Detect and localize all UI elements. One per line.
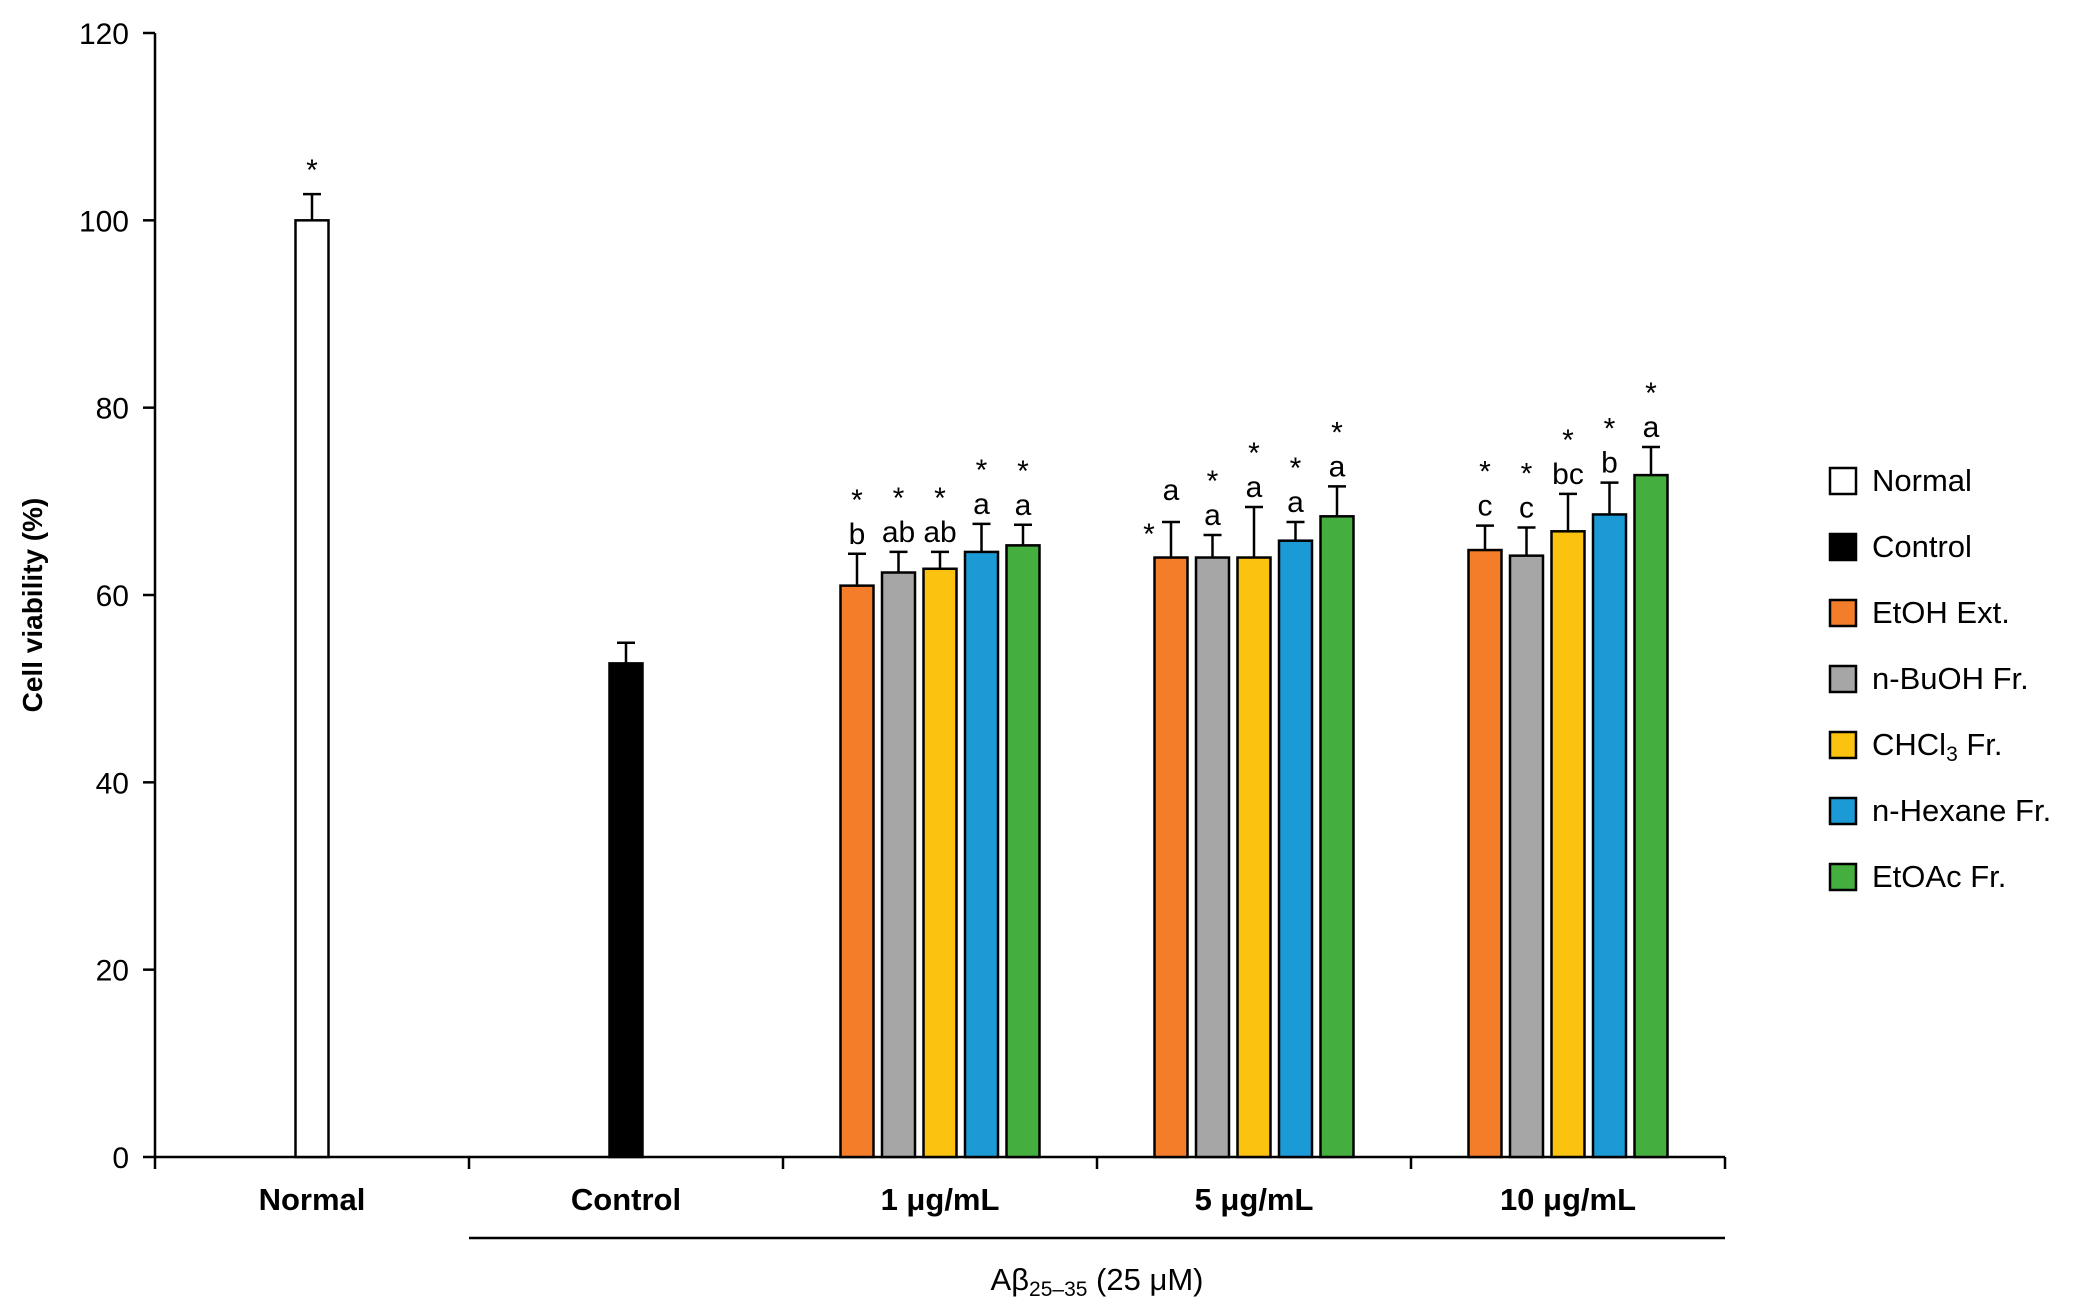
significance-star: * xyxy=(306,154,318,187)
significance-star: * xyxy=(976,454,988,487)
significance-star: * xyxy=(1207,465,1219,498)
legend-swatch xyxy=(1828,466,1858,496)
significance-letter: a xyxy=(1015,489,1032,522)
significance-star: * xyxy=(893,482,905,515)
legend-label: EtOH Ext. xyxy=(1872,595,2010,630)
bar xyxy=(1005,544,1041,1159)
x-tick-label: Control xyxy=(571,1182,681,1217)
bar xyxy=(1550,530,1586,1159)
bar xyxy=(880,571,917,1159)
y-tick-label: 120 xyxy=(79,18,129,51)
significance-star: * xyxy=(1290,452,1302,485)
significance-star: * xyxy=(851,484,863,517)
legend-swatch xyxy=(1828,730,1858,760)
legend-label: EtOAc Fr. xyxy=(1872,859,2006,894)
significance-letter: bc xyxy=(1552,458,1584,491)
x-tick-label: 10 μg/mL xyxy=(1500,1182,1636,1217)
significance-star: * xyxy=(1248,437,1260,470)
significance-star: * xyxy=(1143,518,1155,551)
significance-letter: a xyxy=(1643,411,1660,444)
significance-letter: a xyxy=(1246,471,1263,504)
significance-letter: a xyxy=(973,488,990,521)
bar xyxy=(1591,513,1628,1159)
significance-star: * xyxy=(1017,455,1029,488)
legend-label: Normal xyxy=(1872,463,1972,498)
significance-letter: a xyxy=(1329,450,1346,483)
legend-swatch xyxy=(1828,598,1858,628)
significance-letter: ab xyxy=(923,516,956,549)
x-tick-label: Normal xyxy=(259,1182,366,1217)
x-tick-label: 5 μg/mL xyxy=(1195,1182,1314,1217)
significance-star: * xyxy=(1562,424,1574,457)
significance-star: * xyxy=(934,482,946,515)
significance-letter: ab xyxy=(882,516,915,549)
significance-letter: a xyxy=(1163,474,1180,507)
significance-star: * xyxy=(1331,416,1343,449)
bar xyxy=(1319,515,1355,1159)
significance-letter: b xyxy=(849,518,866,551)
legend-label: CHCl3 Fr. xyxy=(1872,727,2003,766)
bar xyxy=(922,567,958,1159)
legend-swatch xyxy=(1828,796,1858,826)
significance-letter: c xyxy=(1478,490,1493,523)
legend-swatch xyxy=(1828,862,1858,892)
significance-letter: a xyxy=(1204,499,1221,532)
legend-swatch xyxy=(1828,664,1858,694)
significance-letter: c xyxy=(1519,492,1534,525)
bar xyxy=(839,584,875,1159)
bar xyxy=(1508,554,1545,1159)
significance-star: * xyxy=(1521,458,1533,491)
bar xyxy=(1633,473,1669,1159)
group-label: Aβ25–35 (25 μM) xyxy=(991,1262,1204,1301)
x-tick-label: 1 μg/mL xyxy=(881,1182,1000,1217)
bar xyxy=(1236,556,1272,1159)
bar xyxy=(1277,539,1314,1159)
y-tick-label: 80 xyxy=(96,393,129,426)
bar xyxy=(1467,548,1503,1159)
significance-star: * xyxy=(1645,377,1657,410)
bar xyxy=(294,219,330,1159)
legend-swatch xyxy=(1828,532,1858,562)
bar xyxy=(963,550,1000,1159)
y-tick-label: 0 xyxy=(112,1142,129,1175)
legend-label: n-Hexane Fr. xyxy=(1872,793,2051,828)
significance-star: * xyxy=(1604,413,1616,446)
y-axis-label: Cell viability (%) xyxy=(17,498,48,713)
y-tick-label: 60 xyxy=(96,580,129,613)
legend-label: n-BuOH Fr. xyxy=(1872,661,2029,696)
legend-label: Control xyxy=(1872,529,1972,564)
significance-star: * xyxy=(1479,456,1491,489)
bar xyxy=(608,662,644,1159)
y-tick-label: 100 xyxy=(79,205,129,238)
y-tick-label: 20 xyxy=(96,955,129,988)
significance-letter: b xyxy=(1601,447,1618,480)
bar xyxy=(1194,556,1231,1159)
bar xyxy=(1153,556,1189,1159)
significance-letter: a xyxy=(1287,486,1304,519)
y-tick-label: 40 xyxy=(96,767,129,800)
